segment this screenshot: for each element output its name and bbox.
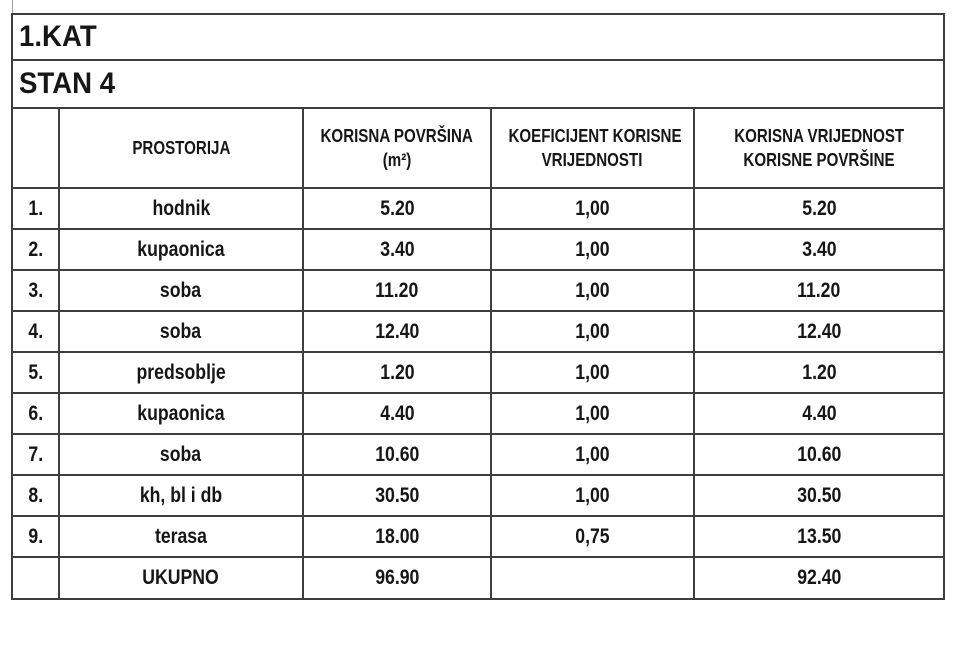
- area-cell: 1.20: [302, 351, 492, 394]
- coefficient-cell: 0,75: [490, 515, 695, 558]
- apartment-title: STAN 4: [19, 67, 116, 100]
- value-cell: 10.60: [692, 433, 946, 476]
- apartment-title-cell: STAN 4: [10, 59, 946, 109]
- area-cell: 10.60: [302, 433, 492, 476]
- area-cell: 5.20: [302, 187, 492, 230]
- header-coefficient-line1: KOEFICIJENT KORISNE: [508, 126, 682, 146]
- header-room: PROSTORIJA: [58, 107, 304, 189]
- area-cell: 30.50: [302, 474, 492, 517]
- area-cell: 4.40: [302, 392, 492, 435]
- top-strip-cell: [11, 0, 945, 15]
- header-room-label: PROSTORIJA: [131, 138, 231, 158]
- room-cell: soba: [58, 310, 304, 353]
- header-number: [11, 107, 60, 189]
- usable-area-table: 1.KAT STAN 4 PROSTORIJA KORISNA POVRŠINA…: [10, 0, 946, 600]
- total-label-cell: UKUPNO: [58, 556, 304, 600]
- area-cell: 18.00: [302, 515, 492, 558]
- floor-title-cell: 1.KAT: [10, 13, 946, 61]
- room-cell: predsoblje: [58, 351, 304, 394]
- room-cell: terasa: [58, 515, 304, 558]
- total-coefficient-cell: [490, 556, 695, 600]
- table-row: 3. soba 11.20 1,00 11.20: [11, 269, 946, 312]
- coefficient-cell: 1,00: [490, 392, 695, 435]
- table-row: 5. predsoblje 1.20 1,00 1.20: [11, 351, 946, 394]
- floor-title: 1.KAT: [19, 20, 97, 53]
- room-cell: soba: [58, 433, 304, 476]
- table-row: 4. soba 12.40 1,00 12.40: [11, 310, 946, 353]
- coefficient-cell: 1,00: [490, 269, 695, 312]
- row-number-cell: 4.: [11, 310, 60, 353]
- row-number-cell: 5.: [11, 351, 60, 394]
- row-number-cell: 7.: [11, 433, 60, 476]
- table-row: 6. kupaonica 4.40 1,00 4.40: [11, 392, 946, 435]
- row-number-cell: 3.: [11, 269, 60, 312]
- coefficient-cell: 1,00: [490, 351, 695, 394]
- value-cell: 12.40: [692, 310, 946, 353]
- coefficient-cell: 1,00: [490, 433, 695, 476]
- coefficient-cell: 1,00: [490, 187, 695, 230]
- header-row: PROSTORIJA KORISNA POVRŠINA (m²) KOEFICI…: [11, 107, 946, 189]
- room-cell: hodnik: [58, 187, 304, 230]
- room-cell: kupaonica: [58, 392, 304, 435]
- header-area-line1: KORISNA POVRŠINA: [320, 126, 474, 146]
- value-cell: 4.40: [692, 392, 946, 435]
- header-coefficient-line2: VRIJEDNOSTI: [542, 150, 643, 170]
- value-cell: 30.50: [692, 474, 946, 517]
- total-row: UKUPNO 96.90 92.40: [11, 556, 946, 600]
- row-number-cell: 9.: [11, 515, 60, 558]
- total-label: UKUPNO: [142, 566, 220, 589]
- room-cell: kh, bl i db: [58, 474, 304, 517]
- total-area-cell: 96.90: [302, 556, 492, 600]
- area-cell: 12.40: [302, 310, 492, 353]
- value-cell: 13.50: [692, 515, 946, 558]
- header-area-line2: (m²): [382, 150, 412, 170]
- value-cell: 11.20: [692, 269, 946, 312]
- header-coefficient: KOEFICIJENT KORISNE VRIJEDNOSTI: [490, 107, 695, 189]
- table-row: 2. kupaonica 3.40 1,00 3.40: [11, 228, 946, 271]
- area-cell: 3.40: [302, 228, 492, 271]
- room-cell: soba: [58, 269, 304, 312]
- apartment-title-row: STAN 4: [10, 59, 946, 109]
- value-cell: 3.40: [692, 228, 946, 271]
- coefficient-cell: 1,00: [490, 228, 695, 271]
- header-area: KORISNA POVRŠINA (m²): [302, 107, 492, 189]
- area-cell: 11.20: [302, 269, 492, 312]
- value-cell: 5.20: [692, 187, 946, 230]
- header-value-line2: KORISNE POVRŠINE: [743, 150, 895, 170]
- row-number-cell: 8.: [11, 474, 60, 517]
- row-number-cell: 6.: [11, 392, 60, 435]
- header-value: KORISNA VRIJEDNOST KORISNE POVRŠINE: [692, 107, 946, 189]
- total-number-cell: [11, 556, 60, 600]
- value-cell: 1.20: [692, 351, 946, 394]
- floor-title-row: 1.KAT: [10, 13, 946, 61]
- row-number-cell: 1.: [11, 187, 60, 230]
- table-row: 7. soba 10.60 1,00 10.60: [11, 433, 946, 476]
- coefficient-cell: 1,00: [490, 474, 695, 517]
- table-row: 1. hodnik 5.20 1,00 5.20: [11, 187, 946, 230]
- row-number-cell: 2.: [11, 228, 60, 271]
- room-cell: kupaonica: [58, 228, 304, 271]
- table-top-strip: [11, 0, 945, 15]
- coefficient-cell: 1,00: [490, 310, 695, 353]
- total-value-cell: 92.40: [692, 556, 946, 600]
- header-value-line1: KORISNA VRIJEDNOST: [734, 126, 904, 146]
- table-row: 9. terasa 18.00 0,75 13.50: [11, 515, 946, 558]
- table-row: 8. kh, bl i db 30.50 1,00 30.50: [11, 474, 946, 517]
